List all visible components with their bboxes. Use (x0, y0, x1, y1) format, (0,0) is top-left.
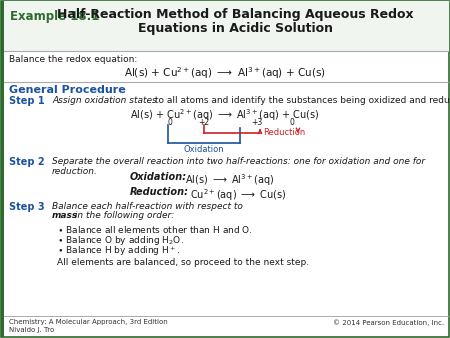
Bar (1, 1, 4, 337)
Text: Reduction:: Reduction: (130, 187, 189, 197)
Text: Al(s) + Cu$^{2+}$(aq) $\longrightarrow$ Al$^{3+}$(aq) + Cu(s): Al(s) + Cu$^{2+}$(aq) $\longrightarrow$ … (124, 65, 326, 81)
Text: 0: 0 (289, 118, 294, 127)
Text: Oxidation: Oxidation (184, 145, 224, 154)
Text: General Procedure: General Procedure (9, 85, 126, 95)
Text: Assign oxidation states: Assign oxidation states (52, 96, 157, 105)
Text: All elements are balanced, so proceed to the next step.: All elements are balanced, so proceed to… (57, 258, 309, 267)
Text: $\bullet$ Balance all elements other than H and O.: $\bullet$ Balance all elements other tha… (57, 224, 253, 235)
Text: +2: +2 (198, 118, 210, 127)
Text: Chemistry: A Molecular Approach, 3rd Edition: Chemistry: A Molecular Approach, 3rd Edi… (9, 319, 168, 325)
Text: Balance the redox equation:: Balance the redox equation: (9, 55, 137, 64)
Text: Step 2: Step 2 (9, 157, 45, 167)
Text: Nivaldo J. Tro: Nivaldo J. Tro (9, 327, 54, 333)
Text: © 2014 Pearson Education, Inc.: © 2014 Pearson Education, Inc. (333, 319, 444, 326)
Text: Equations in Acidic Solution: Equations in Acidic Solution (138, 22, 333, 35)
Text: +3: +3 (252, 118, 263, 127)
Text: Half-Reaction Method of Balancing Aqueous Redox: Half-Reaction Method of Balancing Aqueou… (57, 8, 413, 21)
Text: Al(s) + Cu$^{2+}$(aq) $\longrightarrow$ Al$^{3+}$(aq) + Cu(s): Al(s) + Cu$^{2+}$(aq) $\longrightarrow$ … (130, 107, 320, 123)
Text: $\bullet$ Balance O by adding H$_2$O.: $\bullet$ Balance O by adding H$_2$O. (57, 234, 184, 247)
Text: $\bullet$ Balance H by adding H$^+$.: $\bullet$ Balance H by adding H$^+$. (57, 244, 180, 258)
Text: 0: 0 (167, 118, 172, 127)
Text: Step 1: Step 1 (9, 96, 45, 106)
Text: Al(s) $\longrightarrow$ Al$^{3+}$(aq): Al(s) $\longrightarrow$ Al$^{3+}$(aq) (185, 172, 274, 188)
Text: in the following order:: in the following order: (72, 211, 174, 220)
Text: Cu$^{2+}$(aq) $\longrightarrow$ Cu(s): Cu$^{2+}$(aq) $\longrightarrow$ Cu(s) (190, 187, 287, 203)
Text: to all atoms and identify the substances being oxidized and reduced.: to all atoms and identify the substances… (152, 96, 450, 105)
Text: Separate the overall reaction into two half-reactions: one for oxidation and one: Separate the overall reaction into two h… (52, 157, 425, 176)
Bar (4, 1, 449, 51)
Text: Oxidation:: Oxidation: (130, 172, 187, 182)
Text: mass: mass (52, 211, 78, 220)
Text: Step 3: Step 3 (9, 202, 45, 212)
Text: Example 18.1: Example 18.1 (10, 10, 99, 23)
Text: Balance each half-reaction with respect to: Balance each half-reaction with respect … (52, 202, 246, 211)
Text: Reduction: Reduction (263, 128, 305, 137)
